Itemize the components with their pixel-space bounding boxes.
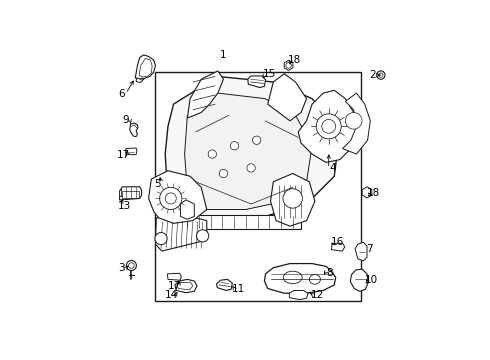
Text: 13: 13	[118, 201, 131, 211]
Polygon shape	[217, 279, 232, 291]
Circle shape	[322, 120, 336, 133]
Circle shape	[219, 169, 227, 177]
Polygon shape	[148, 171, 207, 223]
Text: 3: 3	[119, 263, 125, 273]
Text: 4: 4	[330, 163, 336, 174]
Text: 18: 18	[288, 55, 301, 66]
Polygon shape	[120, 190, 122, 197]
Polygon shape	[268, 74, 307, 121]
Text: 16: 16	[330, 237, 343, 247]
Text: 17: 17	[168, 281, 181, 291]
Polygon shape	[130, 123, 138, 136]
Text: 18: 18	[367, 188, 380, 198]
Polygon shape	[185, 93, 312, 210]
Circle shape	[377, 71, 385, 79]
Polygon shape	[362, 187, 372, 198]
Polygon shape	[180, 200, 195, 219]
Polygon shape	[265, 264, 336, 293]
Bar	[155, 72, 361, 301]
Polygon shape	[187, 71, 223, 118]
Text: 12: 12	[311, 290, 324, 300]
Circle shape	[316, 114, 341, 139]
Polygon shape	[168, 273, 181, 280]
Circle shape	[155, 233, 167, 245]
Polygon shape	[270, 174, 315, 226]
Ellipse shape	[309, 275, 320, 284]
Circle shape	[252, 136, 261, 144]
Polygon shape	[343, 93, 370, 154]
Text: 10: 10	[364, 275, 377, 285]
Polygon shape	[298, 90, 356, 162]
Circle shape	[247, 164, 255, 172]
Ellipse shape	[283, 271, 302, 284]
Text: 15: 15	[263, 69, 276, 79]
Circle shape	[283, 189, 302, 208]
Circle shape	[379, 73, 383, 77]
Circle shape	[345, 112, 362, 129]
Polygon shape	[355, 242, 367, 261]
Circle shape	[286, 63, 292, 68]
Text: 1: 1	[220, 50, 227, 60]
Polygon shape	[136, 78, 145, 82]
Polygon shape	[135, 55, 155, 79]
Polygon shape	[155, 218, 207, 251]
Circle shape	[126, 261, 136, 270]
Polygon shape	[284, 60, 293, 70]
Polygon shape	[350, 269, 368, 291]
Polygon shape	[332, 243, 345, 251]
Bar	[122, 191, 139, 198]
Polygon shape	[126, 148, 137, 155]
Text: 9: 9	[122, 115, 129, 125]
Polygon shape	[165, 76, 340, 221]
Circle shape	[196, 230, 209, 242]
Text: 11: 11	[232, 284, 245, 294]
Text: 17: 17	[117, 150, 130, 159]
Text: 7: 7	[366, 244, 373, 254]
Text: 14: 14	[165, 291, 178, 301]
Text: 2: 2	[369, 70, 376, 80]
Circle shape	[128, 263, 134, 268]
Circle shape	[160, 187, 182, 210]
Polygon shape	[120, 187, 142, 200]
Polygon shape	[248, 76, 266, 87]
Polygon shape	[290, 291, 308, 300]
Polygon shape	[175, 279, 197, 293]
Text: 8: 8	[326, 268, 333, 278]
Text: 6: 6	[119, 89, 125, 99]
Circle shape	[165, 193, 176, 204]
Circle shape	[230, 141, 239, 150]
Text: 5: 5	[154, 179, 161, 189]
Polygon shape	[179, 215, 301, 229]
Circle shape	[208, 150, 217, 158]
